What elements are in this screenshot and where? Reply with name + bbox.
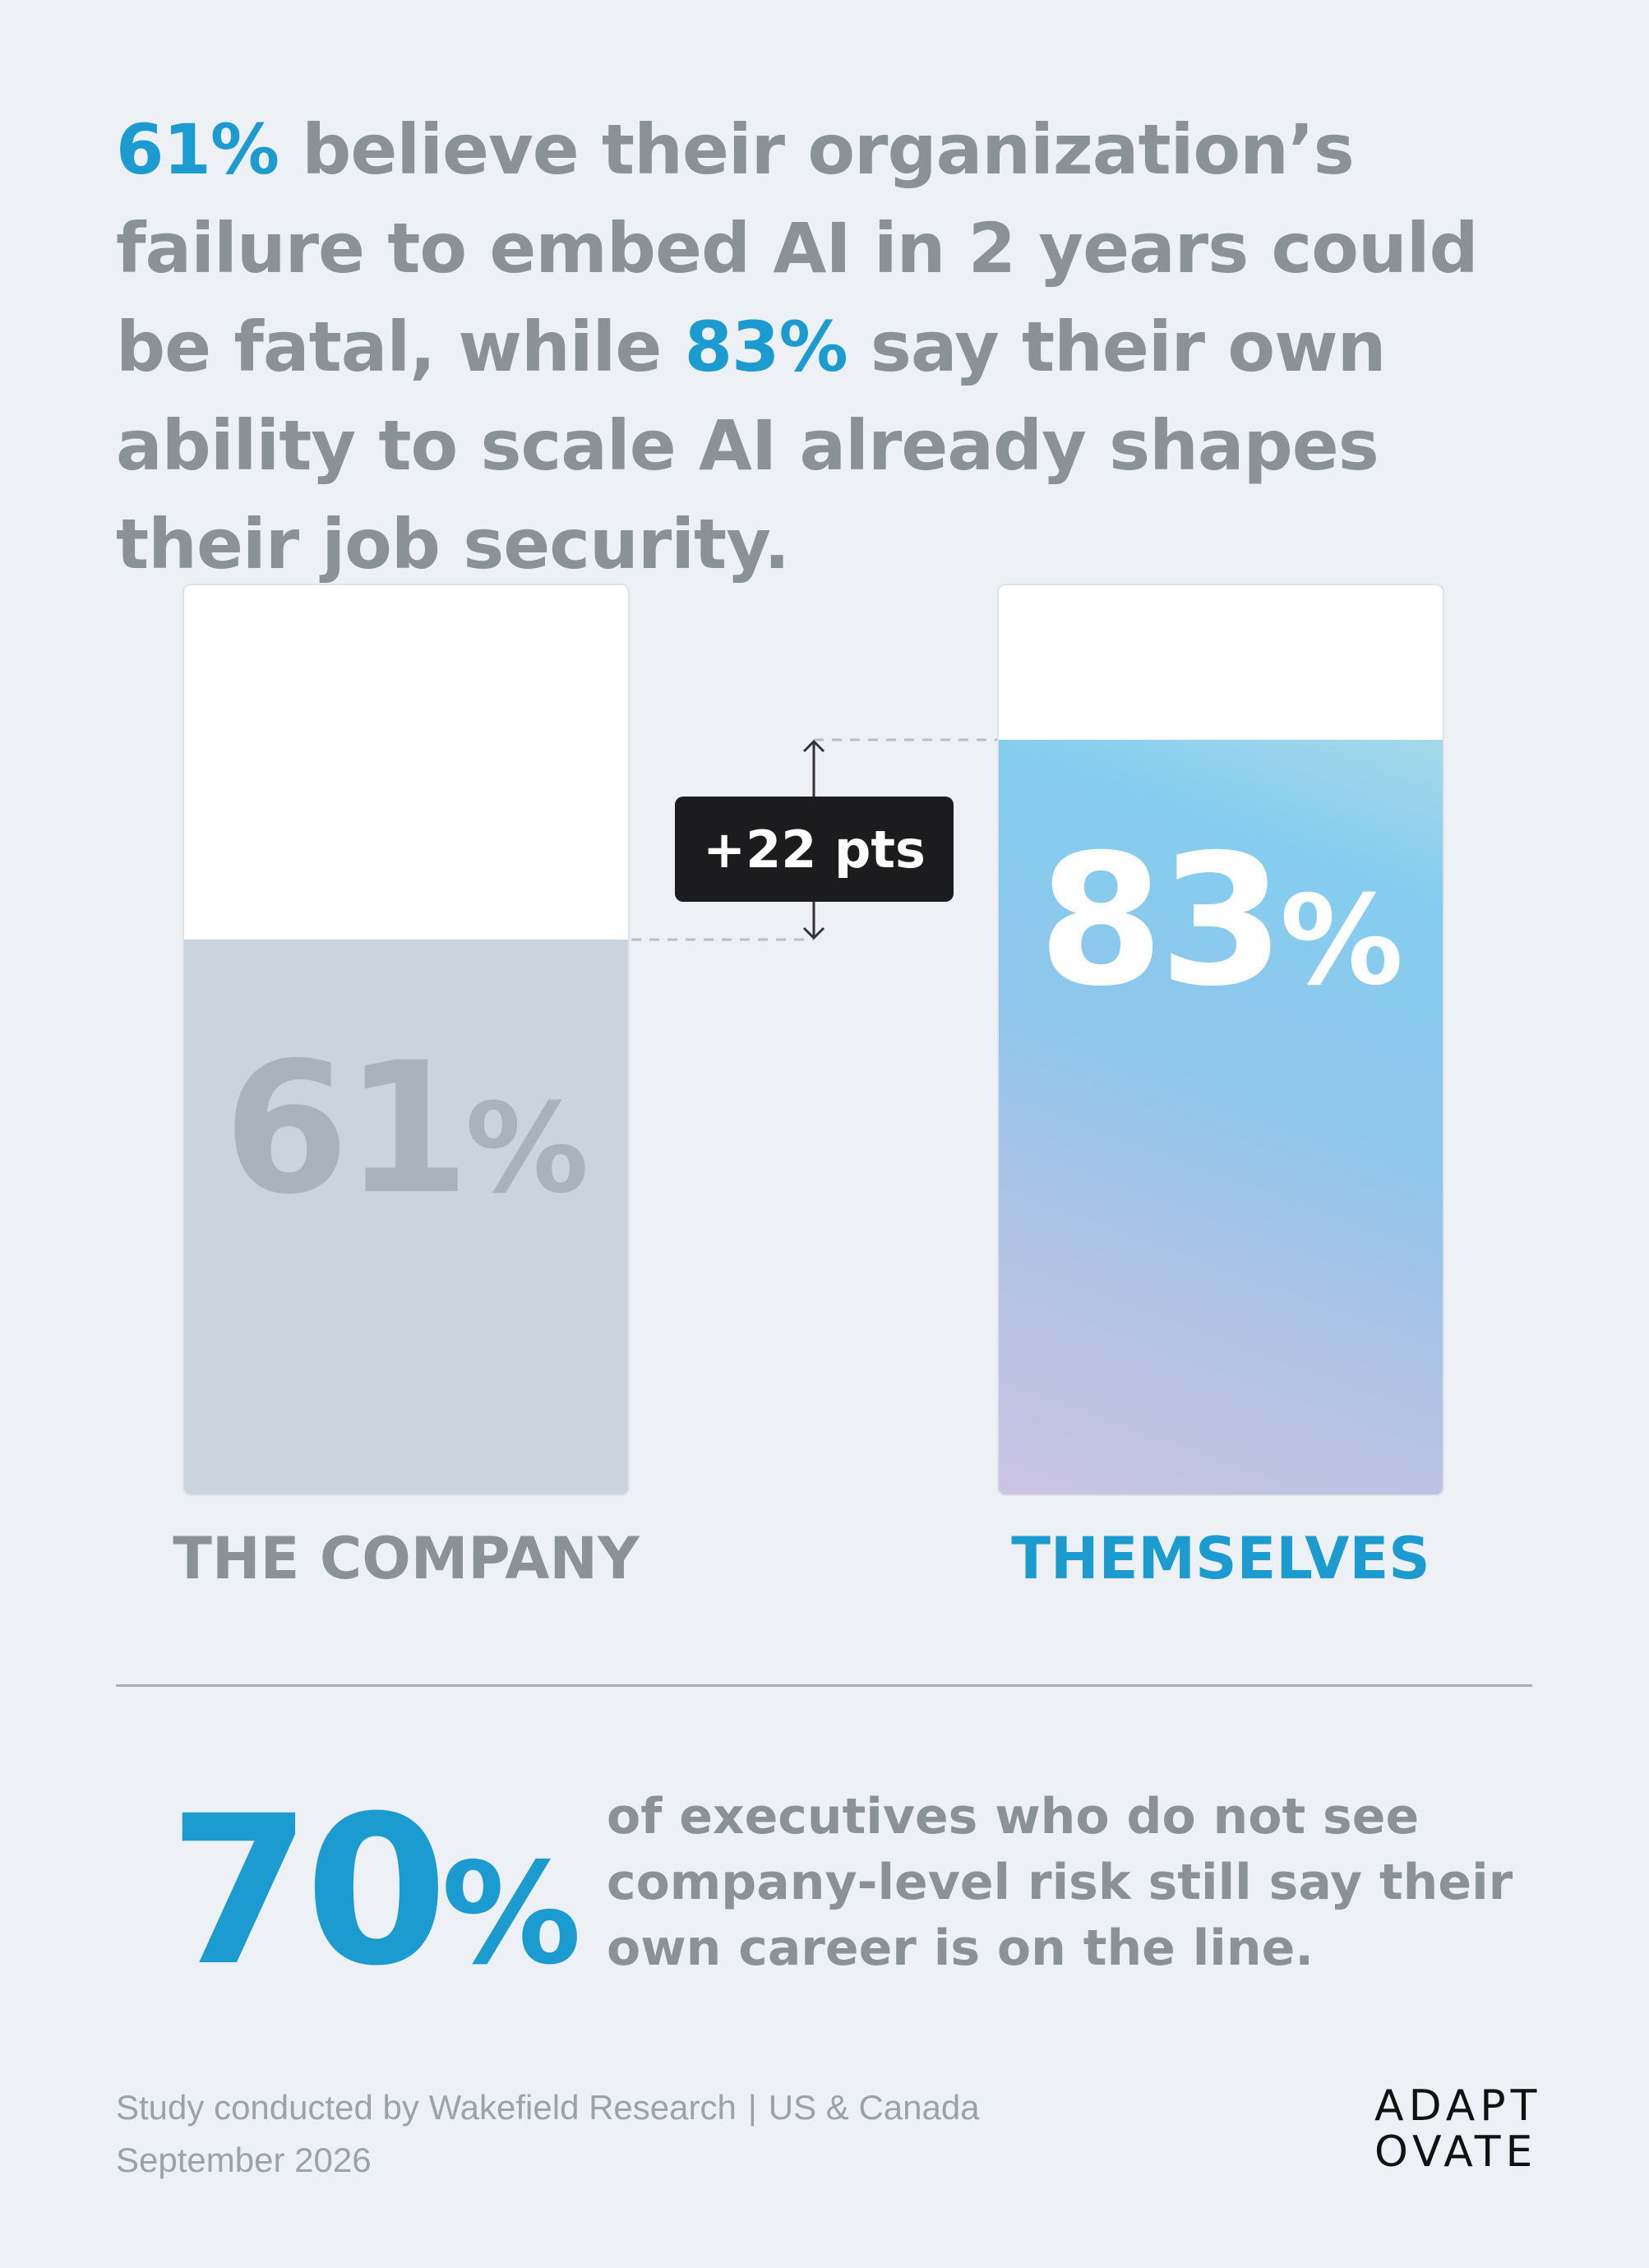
bar-value-themselves-number: 83	[1037, 815, 1285, 1026]
footer-separator: |	[747, 2088, 757, 2127]
headline-text-2: say their own ability to scale AI alread…	[116, 307, 1386, 584]
bar-value-company-unit: %	[464, 1078, 589, 1221]
headline-stat-1: 61%	[116, 109, 279, 190]
bar-value-themselves: 83%	[999, 815, 1443, 1026]
footer-region: US & Canada	[768, 2088, 980, 2127]
brand-logo: ADAPT OVATE	[1374, 2081, 1542, 2177]
headline: 61% believe their organization’s failure…	[116, 100, 1579, 594]
big-stat-unit: %	[441, 1833, 582, 1996]
arrow-head-down-icon	[802, 926, 825, 940]
arrow-head-up-icon	[802, 739, 825, 753]
logo-line-2: OVATE	[1374, 2127, 1538, 2177]
logo-line-1: ADAPT	[1374, 2081, 1542, 2131]
footer-line-1: Study conducted by Wakefield Research | US…	[116, 2081, 980, 2134]
bar-company	[184, 940, 628, 1494]
bar-value-company-number: 61	[223, 1023, 470, 1234]
footer-date: September 2026	[116, 2141, 372, 2179]
big-stat: 70%	[169, 1771, 581, 2011]
bar-frame-themselves: 83%	[997, 584, 1444, 1496]
divider	[116, 1684, 1532, 1687]
difference-badge: +22 pts	[675, 797, 954, 902]
stat-description: of executives who do not see company-lev…	[607, 1788, 1513, 1977]
big-stat-number: 70	[169, 1771, 448, 2011]
headline-text-1: believe their organization’s failure to …	[116, 109, 1479, 387]
category-label-themselves: THEMSELVES	[1011, 1525, 1430, 1592]
category-label-company: THE COMPANY	[173, 1525, 640, 1592]
footer: Study conducted by Wakefield Research | US…	[116, 2081, 980, 2187]
headline-stat-2: 83%	[684, 307, 848, 387]
bar-frame-company: 61%	[182, 584, 630, 1496]
bar-themselves	[999, 740, 1443, 1494]
bar-value-themselves-unit: %	[1279, 870, 1404, 1013]
footer-source: Study conducted by Wakefield Research	[116, 2088, 737, 2127]
bar-value-company: 61%	[184, 1023, 628, 1234]
